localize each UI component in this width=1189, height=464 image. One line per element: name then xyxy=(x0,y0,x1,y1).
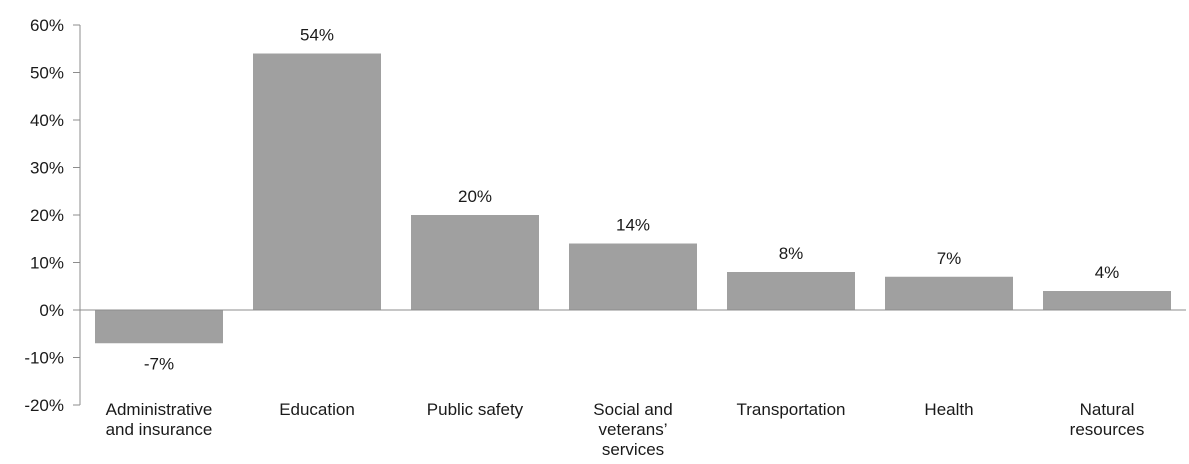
category-labels: Administrative and insurance Education Publ… xyxy=(106,400,1145,459)
category-label-line: veterans’ xyxy=(599,420,668,439)
bar xyxy=(1043,291,1171,310)
y-tick-label: 60% xyxy=(30,16,64,35)
bar xyxy=(95,310,223,344)
y-tick-label: 30% xyxy=(30,159,64,178)
data-label: 8% xyxy=(779,244,804,263)
y-tick-label: 10% xyxy=(30,254,64,273)
category-label-line: Health xyxy=(924,400,973,419)
category-label-line: Natural xyxy=(1080,400,1135,419)
y-tick-label: 50% xyxy=(30,64,64,83)
category-label: Education xyxy=(279,400,355,419)
y-tick-label: 40% xyxy=(30,111,64,130)
category-label: Administrative and insurance xyxy=(106,400,213,439)
category-label-line: Transportation xyxy=(737,400,846,419)
data-label: 20% xyxy=(458,187,492,206)
category-label: Social and veterans’ services xyxy=(593,400,672,459)
bar xyxy=(885,276,1013,310)
category-label-line: services xyxy=(602,440,664,459)
category-label-line: and insurance xyxy=(106,420,213,439)
bars xyxy=(95,53,1171,344)
bar xyxy=(569,243,697,310)
category-label-line: Administrative xyxy=(106,400,213,419)
category-label-line: Social and xyxy=(593,400,672,419)
data-label: 54% xyxy=(300,26,334,45)
category-label: Health xyxy=(924,400,973,419)
data-label: 14% xyxy=(616,216,650,235)
y-axis: -20% -10% 0% 10% 20% 30% 40% 50% 60% xyxy=(24,16,81,415)
bar xyxy=(411,215,539,310)
category-label: Natural resources xyxy=(1070,400,1145,439)
y-tick-label: -10% xyxy=(24,349,64,368)
bar xyxy=(727,272,855,310)
y-tick-label: 0% xyxy=(39,301,64,320)
data-label: 7% xyxy=(937,249,962,268)
data-label: -7% xyxy=(144,354,174,373)
category-label: Public safety xyxy=(427,400,524,419)
data-label: 4% xyxy=(1095,263,1120,282)
y-tick-label: -20% xyxy=(24,396,64,415)
bar xyxy=(253,53,381,310)
category-label-line: Public safety xyxy=(427,400,524,419)
category-label: Transportation xyxy=(737,400,846,419)
data-labels: -7% 54% 20% 14% 8% 7% 4% xyxy=(144,26,1119,374)
y-tick-label: 20% xyxy=(30,206,64,225)
category-label-line: Education xyxy=(279,400,355,419)
category-label-line: resources xyxy=(1070,420,1145,439)
